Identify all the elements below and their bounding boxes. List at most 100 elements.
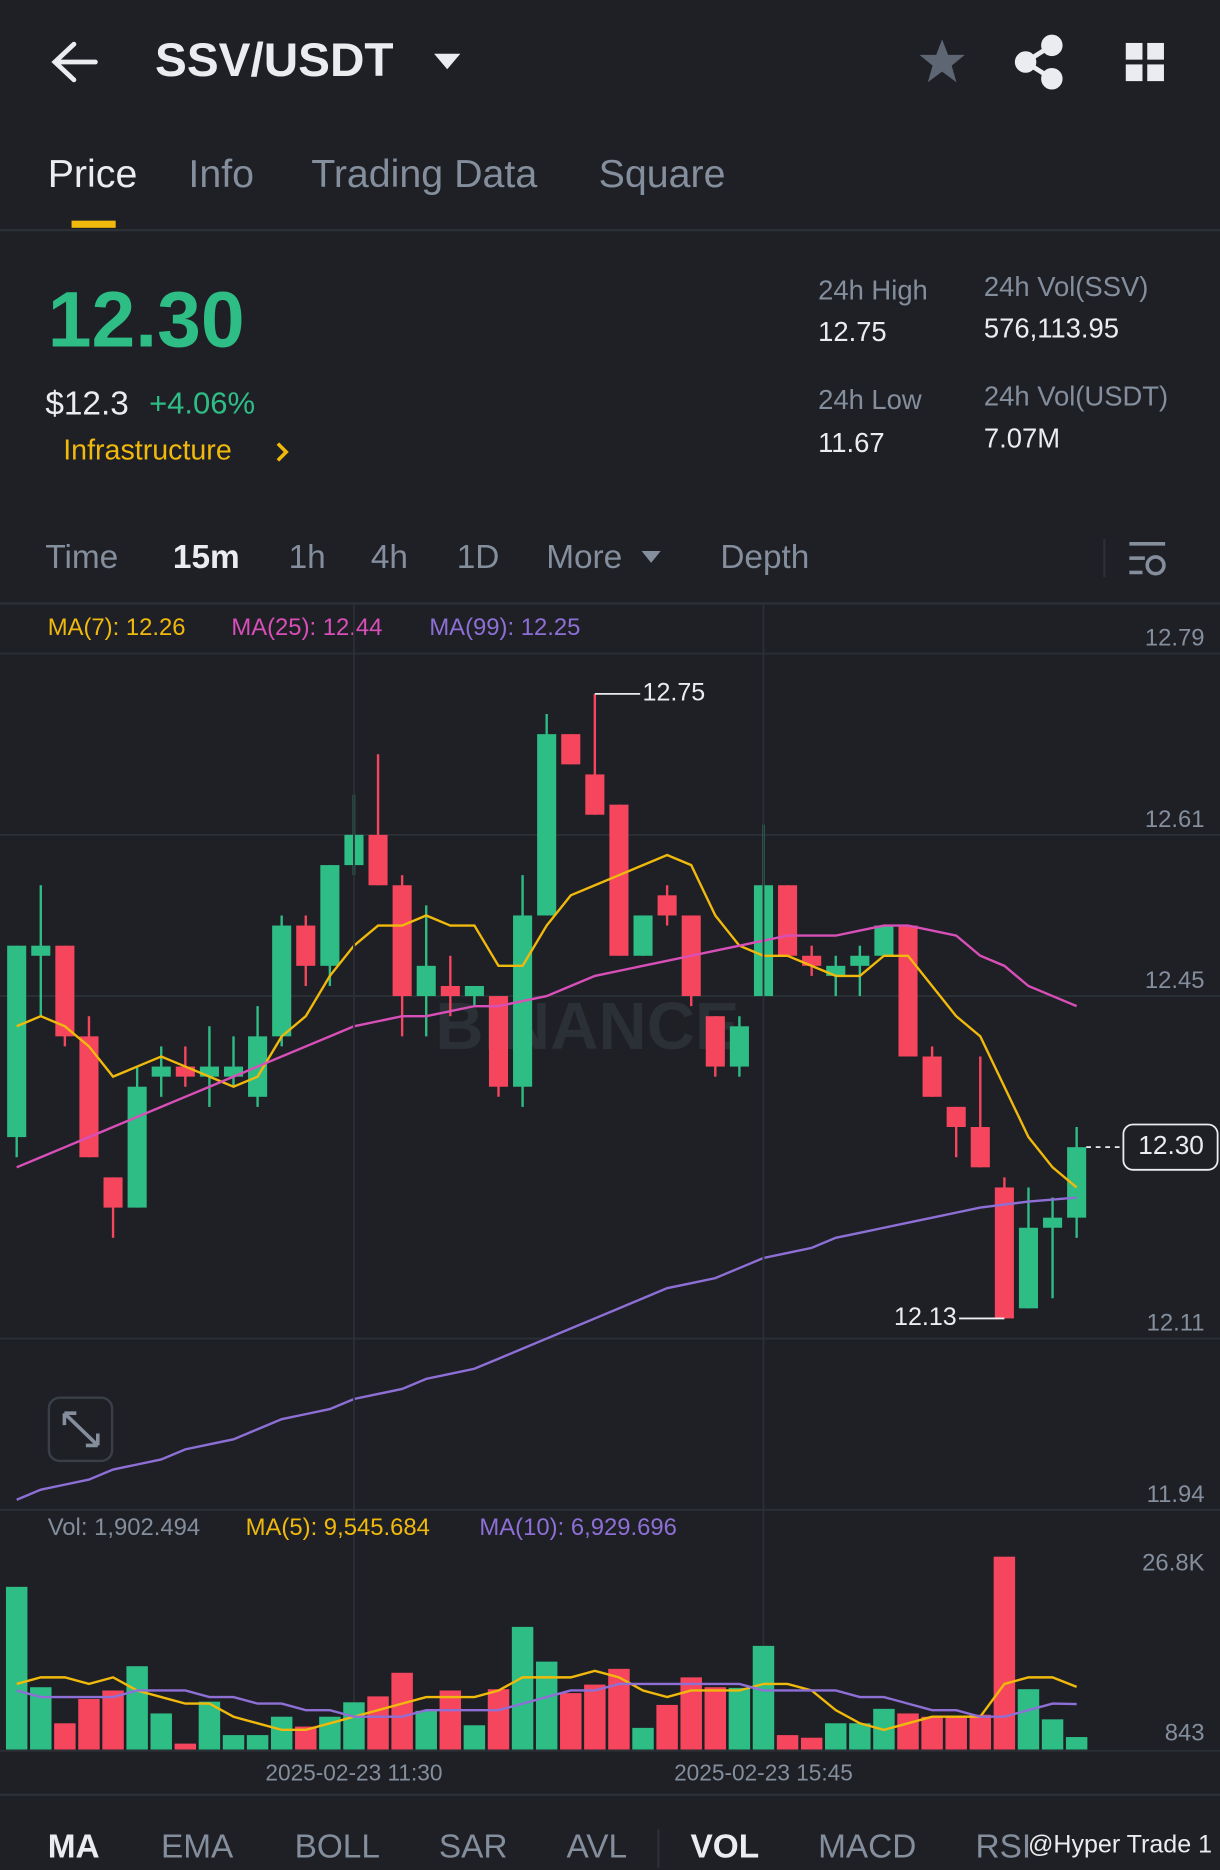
- volume-ma-legend: MA(10): 6,929.696: [479, 1514, 677, 1541]
- candle-body: [994, 1187, 1014, 1319]
- favorite-icon[interactable]: [919, 39, 965, 83]
- volume-bar: [776, 1735, 799, 1750]
- volume-bar: [1065, 1737, 1088, 1750]
- volume-bar: [30, 1687, 52, 1750]
- candle-body: [729, 1026, 749, 1067]
- watermark: BINANCE: [435, 990, 739, 1064]
- y-tick-label: 12.11: [1147, 1310, 1205, 1337]
- volume-bar: [463, 1725, 486, 1750]
- volume-bar: [222, 1735, 245, 1750]
- more-caret[interactable]: [641, 550, 661, 563]
- y-tick-label: 843: [1165, 1720, 1205, 1747]
- volume-ma-legend: MA(5): 9,545.684: [246, 1514, 430, 1541]
- interval[interactable]: 1D: [457, 539, 500, 576]
- volume-bar: [584, 1684, 606, 1750]
- candle-body: [223, 1066, 244, 1077]
- volume-bar: [656, 1704, 678, 1750]
- candle-body: [946, 1106, 966, 1128]
- chart-settings-icon[interactable]: [1129, 542, 1166, 576]
- candle-body: [826, 965, 846, 976]
- indicator[interactable]: EMA: [161, 1828, 234, 1865]
- y-tick-label: 12.61: [1145, 806, 1205, 833]
- price-change: +4.06%: [149, 386, 255, 421]
- low-label: 12.13: [894, 1303, 957, 1331]
- candle-body: [970, 1127, 990, 1168]
- volume-bar: [246, 1735, 269, 1750]
- volume-bar: [728, 1687, 751, 1750]
- candle-body: [440, 985, 460, 997]
- volume-bar: [560, 1693, 582, 1750]
- indicator[interactable]: VOL: [690, 1828, 759, 1865]
- tab-indicator: [71, 220, 116, 228]
- volume-bar: [680, 1677, 702, 1750]
- candle-body: [55, 945, 75, 1037]
- volume-bar: [993, 1556, 1016, 1750]
- candle-body: [488, 996, 509, 1087]
- interval[interactable]: 1h: [289, 539, 326, 576]
- volume-bar: [608, 1668, 630, 1750]
- y-tick-label: 11.94: [1147, 1481, 1205, 1508]
- volume-bar: [367, 1696, 389, 1750]
- indicator[interactable]: SAR: [439, 1828, 508, 1865]
- stat-label: 24h Vol(USDT): [984, 381, 1168, 412]
- candle-body: [1043, 1217, 1063, 1228]
- usd-price: $12.3: [45, 385, 129, 422]
- candle-body: [1018, 1227, 1039, 1309]
- interval[interactable]: More: [546, 539, 622, 576]
- pair-caret[interactable]: [434, 53, 461, 70]
- indicator[interactable]: BOLL: [295, 1828, 380, 1865]
- candle-body: [778, 885, 798, 956]
- candle-body: [7, 945, 27, 1138]
- candle-body: [151, 1066, 171, 1077]
- volume-bar: [343, 1702, 365, 1750]
- volume-bar: [632, 1727, 654, 1750]
- volume-bar: [535, 1661, 558, 1750]
- candle-body: [898, 925, 918, 1057]
- volume-bar: [897, 1713, 919, 1750]
- interval[interactable]: 4h: [371, 539, 408, 576]
- interval[interactable]: Depth: [720, 539, 809, 576]
- stat-value: 576,113.95: [984, 313, 1119, 344]
- tab[interactable]: Price: [48, 152, 138, 196]
- back-button[interactable]: [51, 41, 98, 83]
- volume-bar: [78, 1699, 100, 1750]
- volume-bar: [439, 1690, 462, 1750]
- volume-legend: Vol: 1,902.494: [48, 1514, 200, 1541]
- menu-icon[interactable]: [1125, 42, 1164, 82]
- volume-bar: [969, 1714, 992, 1750]
- last-price-box: [1122, 1123, 1219, 1171]
- candle-body: [850, 955, 870, 966]
- volume-bar: [126, 1666, 148, 1750]
- volume-bar: [921, 1716, 943, 1750]
- indicator[interactable]: MACD: [818, 1828, 916, 1865]
- candle-body: [464, 985, 484, 997]
- candle-body: [320, 865, 340, 966]
- tab[interactable]: Trading Data: [311, 152, 537, 196]
- stat-value: 11.67: [818, 427, 885, 458]
- indicator[interactable]: RSI: [976, 1828, 1032, 1865]
- volume-bar: [415, 1710, 437, 1750]
- ma-line: [16, 853, 1078, 1189]
- indicator[interactable]: MA: [48, 1828, 100, 1865]
- share-icon[interactable]: [1014, 34, 1063, 90]
- volume-bar: [849, 1723, 871, 1750]
- sector-chevron[interactable]: [276, 442, 289, 462]
- pair-title[interactable]: SSV/USDT: [155, 34, 393, 87]
- volume-bar: [174, 1743, 197, 1750]
- candle-body: [633, 915, 653, 956]
- interval[interactable]: Time: [45, 539, 118, 576]
- candle-body: [874, 925, 894, 956]
- tab[interactable]: Info: [188, 152, 254, 196]
- sector-tag[interactable]: Infrastructure: [63, 435, 232, 467]
- volume-bar: [800, 1737, 823, 1750]
- y-tick-label: 12.79: [1145, 625, 1205, 652]
- ma-line: [16, 1196, 1077, 1501]
- indicator[interactable]: AVL: [566, 1828, 627, 1865]
- interval[interactable]: 15m: [173, 539, 240, 576]
- expand-button[interactable]: [47, 1396, 114, 1463]
- volume-bar: [150, 1713, 172, 1750]
- candle-body: [368, 834, 388, 886]
- tab[interactable]: Square: [599, 152, 726, 196]
- ma-legend: MA(25): 12.44: [231, 614, 382, 641]
